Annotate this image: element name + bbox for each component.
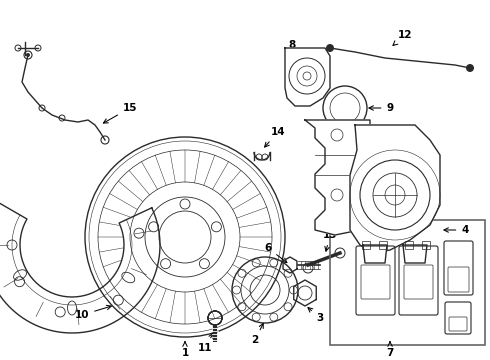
Polygon shape xyxy=(363,245,387,263)
Text: 7: 7 xyxy=(386,342,393,358)
Text: 5: 5 xyxy=(374,220,404,230)
Circle shape xyxy=(326,44,334,52)
Bar xyxy=(330,220,485,345)
Text: 15: 15 xyxy=(103,103,137,123)
Text: 9: 9 xyxy=(369,103,393,113)
Polygon shape xyxy=(403,245,427,263)
Text: 13: 13 xyxy=(323,230,337,251)
Text: 8: 8 xyxy=(289,40,304,59)
Circle shape xyxy=(26,53,30,57)
Bar xyxy=(379,241,387,249)
Text: 6: 6 xyxy=(265,243,287,262)
Text: 3: 3 xyxy=(308,307,323,323)
Bar xyxy=(405,241,413,249)
Bar xyxy=(362,241,370,249)
Polygon shape xyxy=(350,125,440,253)
Bar xyxy=(422,241,430,249)
Text: 10: 10 xyxy=(75,305,111,320)
Text: 2: 2 xyxy=(251,324,263,345)
Text: 12: 12 xyxy=(393,30,412,45)
Polygon shape xyxy=(0,201,160,333)
Text: 11: 11 xyxy=(198,333,213,353)
Text: 4: 4 xyxy=(444,225,469,235)
Text: 14: 14 xyxy=(265,127,285,147)
Circle shape xyxy=(466,64,474,72)
Text: 1: 1 xyxy=(181,342,189,358)
Polygon shape xyxy=(305,120,370,235)
Polygon shape xyxy=(285,48,330,106)
